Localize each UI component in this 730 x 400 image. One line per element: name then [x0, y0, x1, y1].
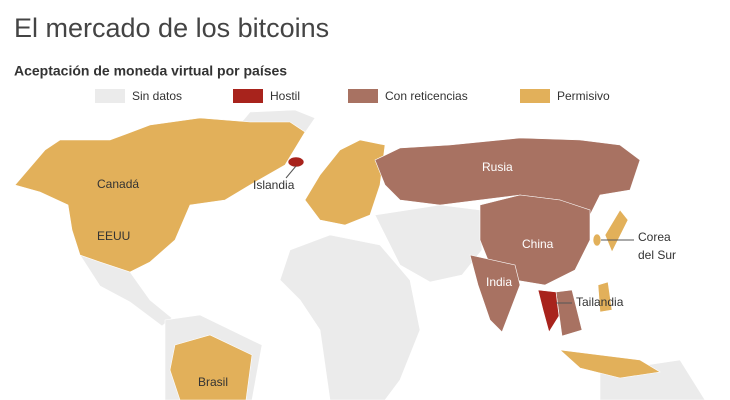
country-label: Tailandia: [576, 295, 624, 309]
brazil: [169, 334, 253, 400]
russia: [374, 137, 641, 216]
iceland: [287, 156, 305, 168]
legend-swatch: [348, 89, 378, 103]
country-label: India: [486, 275, 512, 289]
legend: Sin datos Hostil Con reticencias Permisivo: [95, 89, 610, 103]
europe: [304, 139, 386, 226]
leader-line: [285, 165, 297, 179]
legend-label: Hostil: [270, 89, 300, 103]
country-label: Rusia: [482, 160, 513, 174]
japan: [604, 209, 629, 253]
country-label: del Sur: [638, 248, 676, 262]
south-korea: [592, 233, 602, 247]
world-map: [14, 109, 706, 400]
india: [469, 254, 521, 333]
country-label: Brasil: [198, 375, 228, 389]
philippines: [597, 281, 613, 313]
legend-label: Sin datos: [132, 89, 182, 103]
country-label: Corea: [638, 230, 671, 244]
country-label: Islandia: [253, 178, 295, 192]
subtitle: Aceptación de moneda virtual por países: [14, 63, 287, 79]
southeast-asia: [555, 289, 583, 337]
legend-swatch: [233, 89, 263, 103]
indonesia: [559, 349, 661, 379]
north-america: [14, 117, 306, 273]
legend-label: Permisivo: [557, 89, 610, 103]
legend-swatch: [95, 89, 125, 103]
legend-swatch: [520, 89, 550, 103]
thailand: [537, 289, 560, 333]
legend-label: Con reticencias: [385, 89, 468, 103]
country-label: Canadá: [97, 177, 139, 191]
country-label: EEUU: [97, 229, 130, 243]
title: El mercado de los bitcoins: [14, 13, 329, 43]
country-label: China: [522, 237, 554, 251]
africa: [279, 234, 421, 400]
china: [479, 194, 591, 286]
